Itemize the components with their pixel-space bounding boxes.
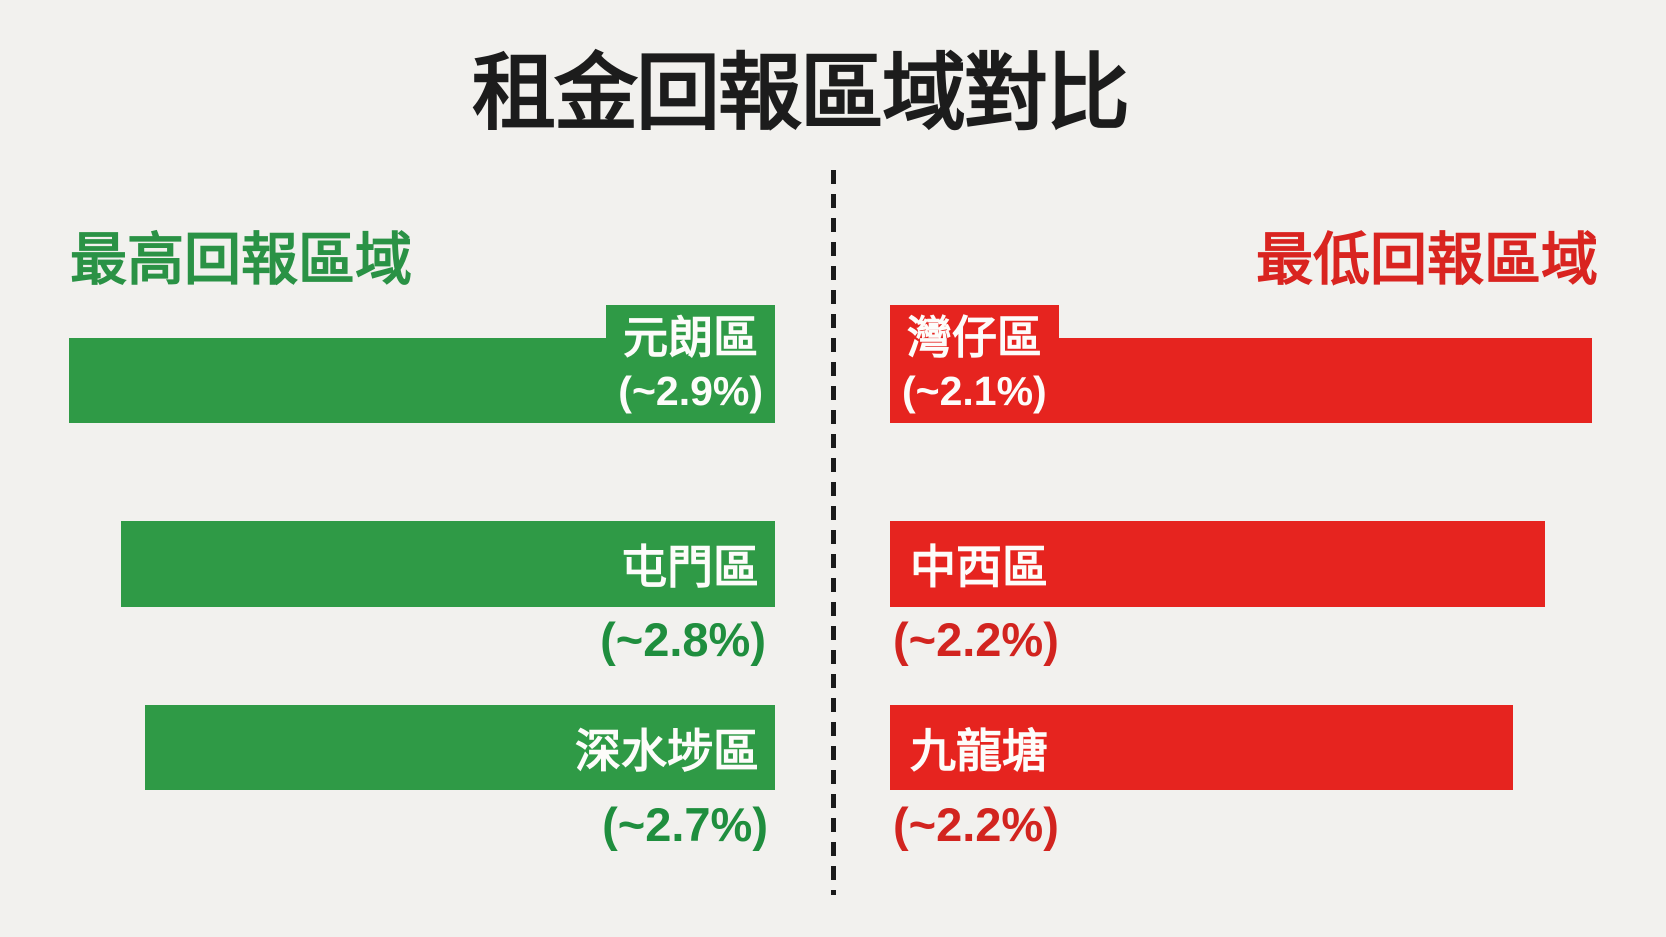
right-column-heading: 最低回報區域	[1256, 228, 1598, 292]
bar-name-label: 九龍塘	[910, 724, 1048, 777]
bar-value-label: (~2.8%)	[600, 613, 766, 666]
bar-kowloon-tong: 九龍塘	[890, 705, 1513, 790]
left-column-heading: 最高回報區域	[70, 228, 412, 292]
bar-central-western: 中西區	[890, 521, 1545, 607]
bar-value-label: (~2.7%)	[602, 798, 768, 851]
bar-tuen-mun: 屯門區	[121, 521, 775, 607]
bar-name-label: 屯門區	[621, 541, 759, 593]
bar-sham-shui-po: 深水埗區	[145, 705, 775, 790]
bar-label-tab-yuen-long: 元朗區 (~2.9%)	[606, 305, 775, 423]
page-title: 租金回報區域對比	[471, 46, 1130, 140]
bar-value-label: (~2.9%)	[618, 368, 763, 415]
bar-name-label: 中西區	[910, 541, 1048, 593]
bar-value-label: (~2.1%)	[902, 368, 1047, 415]
bar-name-label: 深水埗區	[575, 724, 759, 777]
bar-value-label: (~2.2%)	[893, 798, 1059, 851]
bar-label-tab-wan-chai: 灣仔區 (~2.1%)	[890, 305, 1059, 423]
bar-name-label: 灣仔區	[906, 312, 1042, 364]
center-dashed-divider	[831, 170, 836, 895]
bar-value-label: (~2.2%)	[893, 613, 1059, 666]
bar-name-label: 元朗區	[623, 312, 759, 364]
